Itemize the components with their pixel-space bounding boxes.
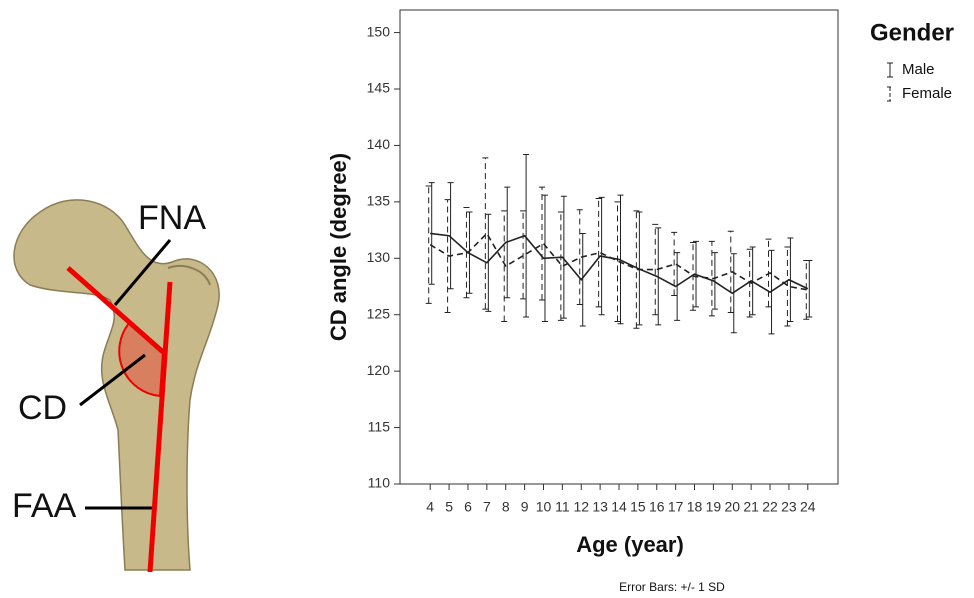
error-bar xyxy=(425,185,432,304)
label: CD xyxy=(18,389,67,427)
x-tick-label: 18 xyxy=(687,499,703,515)
y-tick-label: 110 xyxy=(368,475,391,491)
y-tick-label: 145 xyxy=(367,80,391,96)
x-tick-label: 10 xyxy=(536,499,552,515)
x-tick-label: 4 xyxy=(426,499,434,515)
error-bar xyxy=(538,186,545,301)
pointer xyxy=(79,353,146,407)
error-bar xyxy=(614,201,621,322)
error-bar xyxy=(784,246,791,327)
neck-axis xyxy=(66,266,165,354)
legend-label: Male xyxy=(902,61,935,78)
shaft-axis xyxy=(147,281,173,573)
label: FNA xyxy=(138,199,206,237)
x-tick-label: 8 xyxy=(502,499,510,515)
error-bar xyxy=(727,230,734,313)
x-tick-label: 15 xyxy=(630,499,646,515)
error-bar xyxy=(501,210,508,322)
x-tick-label: 20 xyxy=(724,499,740,515)
y-tick-label: 135 xyxy=(367,193,391,209)
error-bar xyxy=(730,253,737,334)
x-tick-label: 19 xyxy=(706,499,722,515)
y-tick-label: 150 xyxy=(367,23,391,39)
error-bar xyxy=(576,209,583,306)
legend-symbol xyxy=(887,62,893,78)
error-bar xyxy=(595,197,602,308)
y-axis-label: CD angle (degree) xyxy=(326,153,351,341)
x-tick-label: 7 xyxy=(483,499,491,515)
error-bar xyxy=(557,211,564,321)
x-tick-label: 14 xyxy=(611,499,627,515)
error-bar xyxy=(523,153,530,318)
x-tick-label: 17 xyxy=(668,499,684,515)
error-bar xyxy=(674,252,681,321)
plot-frame xyxy=(399,9,839,485)
error-bar xyxy=(768,249,775,335)
x-tick-label: 12 xyxy=(573,499,589,515)
series-line xyxy=(430,232,809,295)
x-tick-label: 21 xyxy=(743,499,759,515)
error-bar xyxy=(447,182,454,290)
x-tick-label: 24 xyxy=(800,499,816,515)
x-tick-label: 5 xyxy=(445,499,453,515)
femur-illustration: FNA CD FAA xyxy=(12,199,220,573)
legend-title: Gender xyxy=(870,19,954,46)
bone-edge xyxy=(167,265,211,286)
y-tick-label: 125 xyxy=(367,305,391,321)
note: Error Bars: +/- 1 SD xyxy=(619,580,725,594)
x-tick-label: 9 xyxy=(521,499,529,515)
y-tick-label: 140 xyxy=(367,136,391,152)
error-bar xyxy=(690,241,697,311)
y-tick-label: 130 xyxy=(367,249,391,265)
error-bar xyxy=(560,195,567,319)
x-tick-label: 23 xyxy=(781,499,797,515)
pointer xyxy=(113,239,172,306)
x-axis-label: Age (year) xyxy=(576,532,684,557)
x-tick-label: 13 xyxy=(592,499,608,515)
error-bar xyxy=(485,213,492,312)
error-bar xyxy=(803,260,810,320)
x-tick-label: 16 xyxy=(649,499,665,515)
error-bar xyxy=(633,210,640,329)
error-bar xyxy=(463,207,470,299)
error-bar xyxy=(671,231,678,297)
error-bar xyxy=(482,157,489,310)
error-bar xyxy=(579,232,586,327)
series-line xyxy=(429,232,808,291)
y-tick-label: 115 xyxy=(368,418,391,434)
y-tick-label: 120 xyxy=(367,362,391,378)
legend-label: Female xyxy=(902,85,952,102)
x-tick-label: 11 xyxy=(555,499,570,515)
error-bar xyxy=(520,210,527,300)
label: FAA xyxy=(12,487,77,525)
error-bar xyxy=(444,199,451,313)
x-tick-label: 6 xyxy=(464,499,472,515)
error-bar xyxy=(652,223,659,316)
legend-symbol xyxy=(887,86,893,102)
x-tick-label: 22 xyxy=(762,499,778,515)
error-bar xyxy=(708,240,715,317)
error-bar xyxy=(711,252,718,310)
